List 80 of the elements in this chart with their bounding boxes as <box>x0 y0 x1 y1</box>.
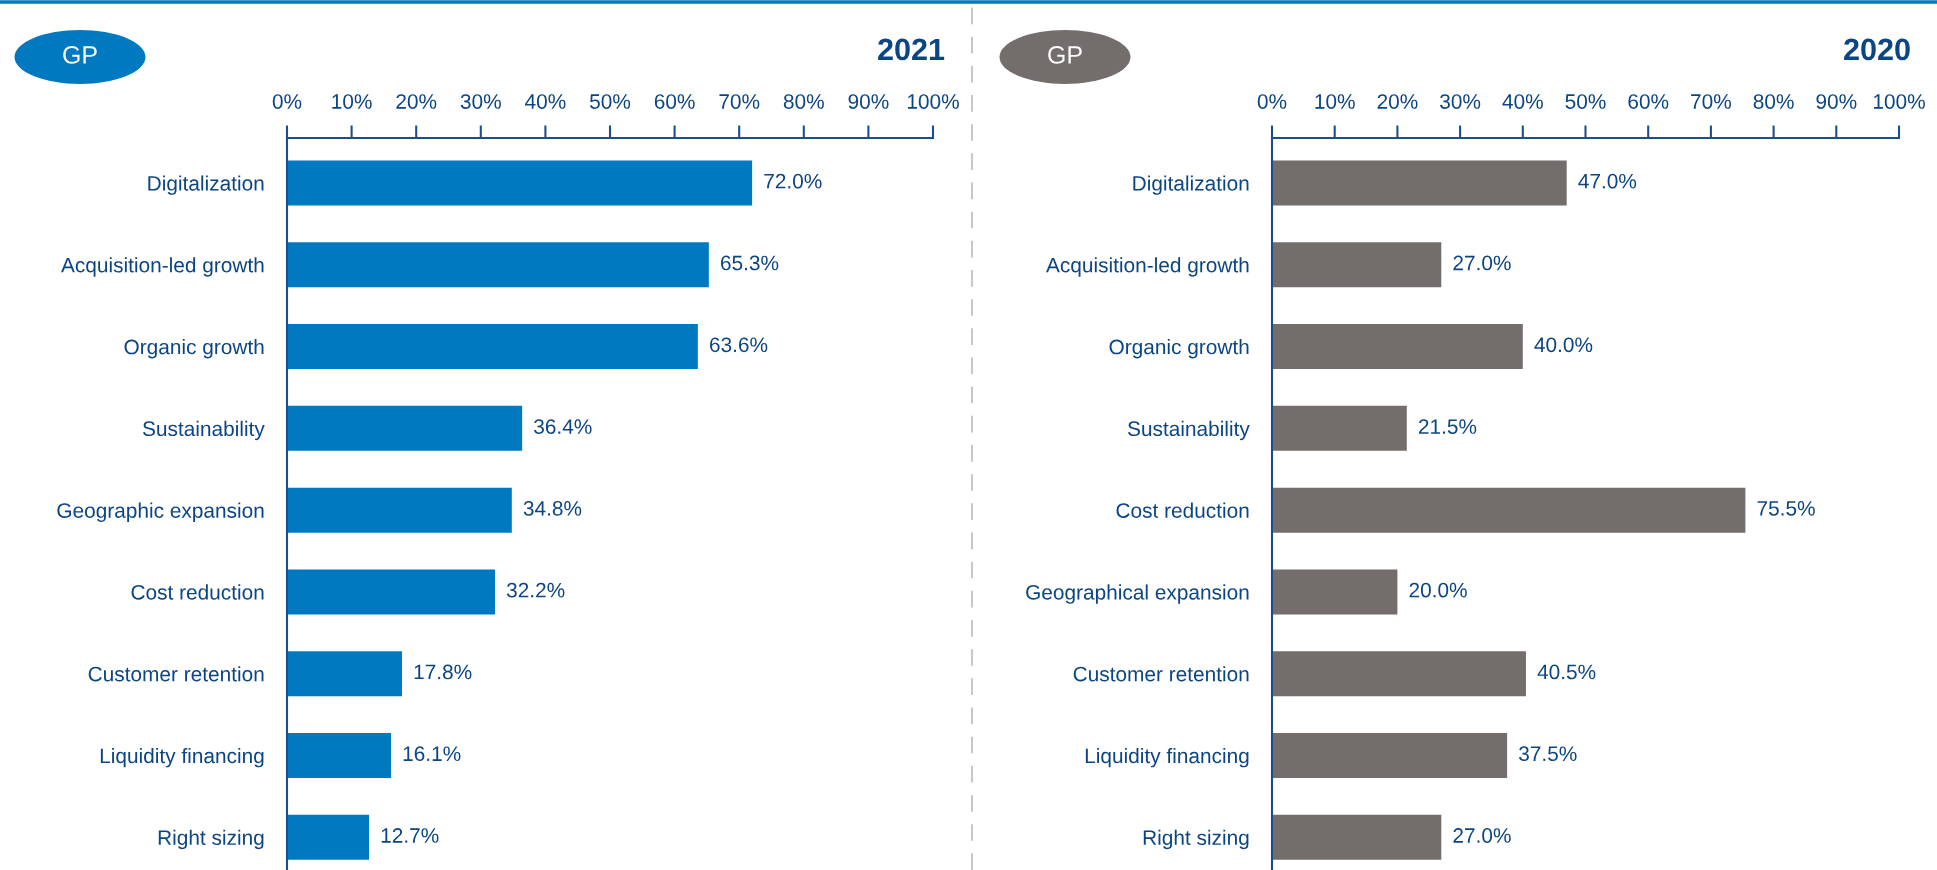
x-tick-label: 0% <box>272 94 302 109</box>
data-label: 65.3% <box>721 255 779 271</box>
x-tick-label: 100% <box>907 94 959 109</box>
x-tick-label: 70% <box>1691 94 1732 109</box>
x-tick-label: 40% <box>1502 94 1543 109</box>
x-tick-label: 90% <box>848 94 889 109</box>
y-tick-label: Liquidity financing <box>100 747 264 768</box>
bar <box>1272 405 1407 451</box>
bar <box>287 405 523 451</box>
x-tick-label: 20% <box>1377 94 1418 109</box>
data-label: 75.5% <box>1757 501 1815 516</box>
bar <box>1272 160 1567 206</box>
bar <box>287 160 753 206</box>
y-tick-label: Digitalization <box>148 175 264 195</box>
x-tick-label: 30% <box>460 94 501 109</box>
y-tick-label: Liquidity financing <box>1085 747 1249 768</box>
y-tick-label: Customer retention <box>1073 666 1249 682</box>
x-tick-label: 100% <box>1873 94 1925 109</box>
chart-title: 2021 <box>878 38 945 61</box>
data-label: 32.2% <box>506 582 565 598</box>
data-label: 47.0% <box>1578 173 1637 189</box>
bar <box>1272 324 1523 370</box>
y-tick-label: Digitalization <box>1133 175 1249 195</box>
text: GP <box>1048 46 1082 64</box>
bar <box>287 733 392 778</box>
data-label: 40.5% <box>1537 664 1596 680</box>
y-tick-label: Cost reduction <box>131 584 264 600</box>
data-label: 37.5% <box>1519 746 1577 762</box>
x-tick-label: 10% <box>1315 94 1355 109</box>
y-tick-label: Customer retention <box>88 666 264 682</box>
y-tick-label: Geographic expansion <box>57 502 264 523</box>
x-tick-label: 20% <box>396 94 437 109</box>
data-label: 27.0% <box>1453 255 1511 271</box>
bar <box>1272 651 1526 697</box>
x-tick-label: 70% <box>719 94 760 109</box>
data-label: 72.0% <box>764 173 822 189</box>
data-label: 36.4% <box>534 419 592 434</box>
data-label: 16.1% <box>403 746 461 762</box>
x-tick-label: 90% <box>1816 94 1857 109</box>
text: GP <box>63 46 97 64</box>
data-label: 40.0% <box>1534 337 1593 353</box>
bar <box>1272 733 1508 778</box>
x-tick-label: 30% <box>1440 94 1481 109</box>
x-tick-label: 80% <box>1753 94 1794 109</box>
y-tick-label: Organic growth <box>124 339 264 359</box>
data-label: 21.5% <box>1418 419 1477 434</box>
x-tick-label: 50% <box>1565 94 1606 109</box>
x-tick-label: 10% <box>332 94 372 109</box>
y-tick-label: Organic growth <box>1109 339 1249 359</box>
x-tick-label: 60% <box>654 94 695 109</box>
bar <box>287 569 496 615</box>
bar <box>1272 814 1442 860</box>
bar <box>1272 487 1746 533</box>
chart-title: 2020 <box>1844 38 1910 61</box>
x-tick-label: 60% <box>1628 94 1669 109</box>
y-tick-label: Right sizing <box>1143 829 1249 850</box>
x-tick-label: 80% <box>783 94 824 109</box>
x-tick-label: 50% <box>589 94 631 109</box>
y-tick-label: Right sizing <box>158 829 264 850</box>
y-tick-label: Acquisition-led growth <box>61 257 264 277</box>
bar <box>287 242 709 288</box>
data-label: 27.0% <box>1453 828 1511 843</box>
x-tick-label: 0% <box>1257 94 1287 109</box>
y-tick-label: Geographical expansion <box>1026 584 1249 604</box>
bar <box>287 487 512 533</box>
data-label: 20.0% <box>1409 582 1467 598</box>
y-tick-label: Acquisition-led growth <box>1046 257 1249 277</box>
data-label: 17.8% <box>414 664 472 680</box>
bar <box>1272 569 1398 615</box>
bar <box>287 814 370 860</box>
bar <box>287 324 698 370</box>
data-label: 34.8% <box>523 500 582 516</box>
y-tick-label: Cost reduction <box>1116 502 1249 518</box>
y-tick-label: Sustainability <box>142 420 265 441</box>
x-tick-label: 40% <box>525 94 566 109</box>
y-tick-label: Sustainability <box>1127 420 1250 441</box>
data-label: 12.7% <box>381 828 439 843</box>
data-label: 63.6% <box>710 337 768 353</box>
bar <box>287 651 402 697</box>
bar <box>1272 242 1442 288</box>
